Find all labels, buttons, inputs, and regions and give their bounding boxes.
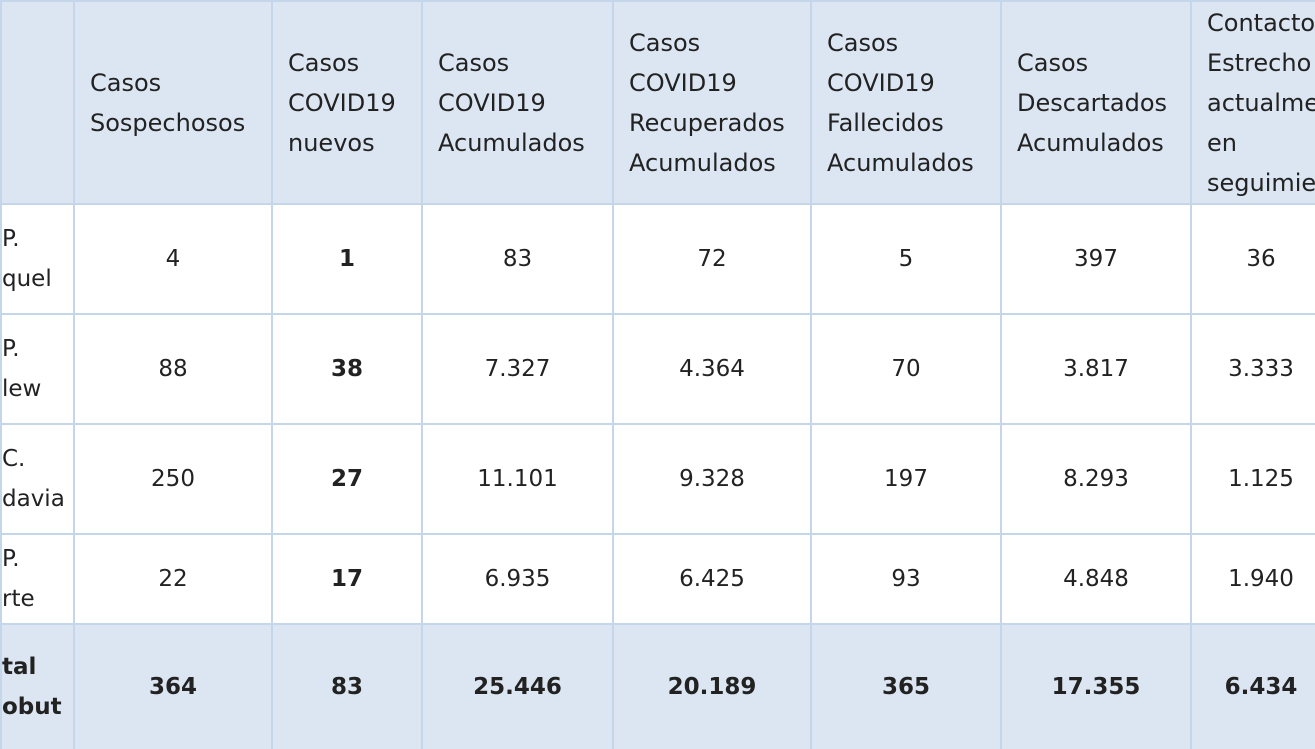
header-cell: Casos COVID19 Fallecidos Acumulados [810, 0, 1002, 205]
cell: 36 [1190, 203, 1315, 315]
cell: 4.848 [1000, 533, 1192, 625]
data-row: P. rte 22 17 6.935 6.425 93 4.848 1.940 [0, 533, 1315, 625]
cell: 365 [810, 623, 1002, 749]
header-cell: Casos Descartados Acumulados [1000, 0, 1192, 205]
cell: 3.817 [1000, 313, 1192, 425]
data-row: P. quel 4 1 83 72 5 397 36 [0, 203, 1315, 315]
cell: 6.425 [612, 533, 812, 625]
cell: 27 [271, 423, 423, 535]
cell: 25.446 [421, 623, 614, 749]
cell: 17 [271, 533, 423, 625]
header-cell: Casos Sospechosos [73, 0, 273, 205]
row-label: tal obut [0, 623, 75, 749]
cell: 364 [73, 623, 273, 749]
cell: 197 [810, 423, 1002, 535]
cell: 6.935 [421, 533, 614, 625]
cell: 1.940 [1190, 533, 1315, 625]
header-cell: Casos COVID19 Recuperados Acumulados [612, 0, 812, 205]
total-row: tal obut 364 83 25.446 20.189 365 17.355 6.434 [0, 623, 1315, 749]
row-label: P. lew [0, 313, 75, 425]
header-row: Casos Sospechosos Casos COVID19 nuevos Cas… [0, 0, 1315, 205]
cell: 38 [271, 313, 423, 425]
cell: 9.328 [612, 423, 812, 535]
cell: 72 [612, 203, 812, 315]
header-cell [0, 0, 75, 205]
cell: 83 [271, 623, 423, 749]
header-cell: Contacto Estrecho actualme en seguimie [1190, 0, 1315, 205]
data-row: C. davia 250 27 11.101 9.328 197 8.293 1.125 [0, 423, 1315, 535]
cell: 88 [73, 313, 273, 425]
cell: 7.327 [421, 313, 614, 425]
cell: 8.293 [1000, 423, 1192, 535]
cell: 3.333 [1190, 313, 1315, 425]
cell: 250 [73, 423, 273, 535]
header-cell: Casos COVID19 nuevos [271, 0, 423, 205]
row-label: P. quel [0, 203, 75, 315]
cell: 5 [810, 203, 1002, 315]
cell: 397 [1000, 203, 1192, 315]
cell: 70 [810, 313, 1002, 425]
cell: 4.364 [612, 313, 812, 425]
cell: 20.189 [612, 623, 812, 749]
header-cell: Casos COVID19 Acumulados [421, 0, 614, 205]
row-label: P. rte [0, 533, 75, 625]
cell: 6.434 [1190, 623, 1315, 749]
cell: 83 [421, 203, 614, 315]
data-row: P. lew 88 38 7.327 4.364 70 3.817 3.333 [0, 313, 1315, 425]
cell: 22 [73, 533, 273, 625]
cell: 11.101 [421, 423, 614, 535]
cell: 1 [271, 203, 423, 315]
cell: 1.125 [1190, 423, 1315, 535]
cell: 17.355 [1000, 623, 1192, 749]
cell: 4 [73, 203, 273, 315]
cell: 93 [810, 533, 1002, 625]
row-label: C. davia [0, 423, 75, 535]
